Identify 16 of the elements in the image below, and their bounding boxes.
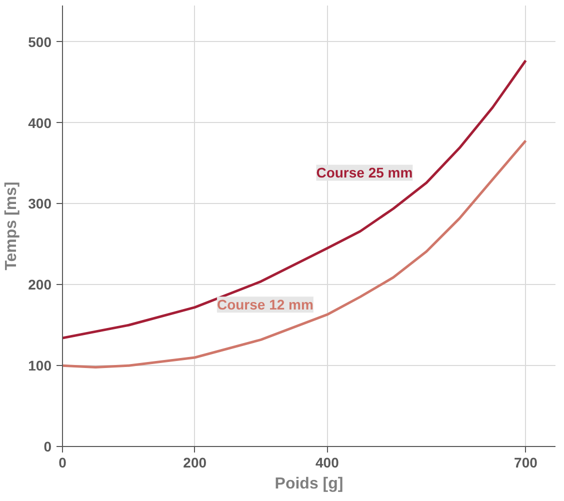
series-label: Course 25 mm: [316, 164, 413, 181]
x-tick-label: 400: [316, 454, 340, 470]
y-tick-label: 200: [28, 276, 52, 293]
y-axis-title: Temps [ms]: [3, 182, 20, 270]
y-tick-label: 0: [44, 438, 52, 454]
x-tick-label: 0: [58, 454, 67, 470]
x-tick-label: 200: [183, 454, 207, 470]
line-series: [62, 139, 527, 368]
y-tick-label: 100: [28, 358, 52, 374]
x-axis-title: Poids [g]: [274, 476, 344, 492]
series-label: Course 12 mm: [216, 296, 314, 313]
y-tick-label: 400: [28, 114, 52, 131]
line-series: [62, 59, 527, 340]
x-tick-label: 700: [514, 454, 538, 470]
y-tick-label: 500: [28, 34, 52, 50]
y-tick-label: 300: [28, 196, 52, 212]
